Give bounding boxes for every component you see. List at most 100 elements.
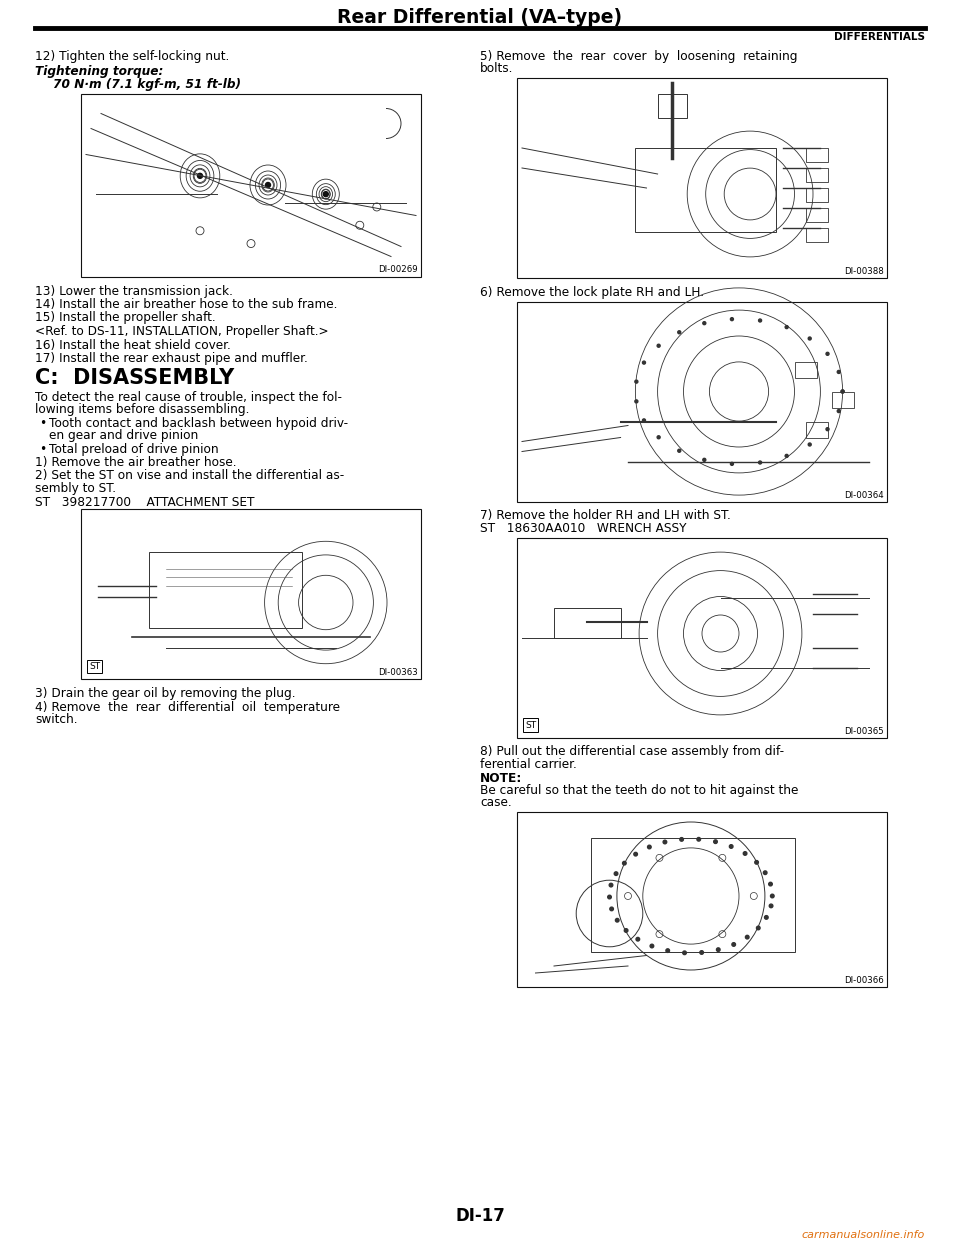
Text: lowing items before disassembling.: lowing items before disassembling.: [35, 402, 250, 416]
Text: DI-00388: DI-00388: [844, 267, 884, 276]
Circle shape: [730, 845, 733, 848]
Bar: [805, 229, 828, 242]
Circle shape: [634, 852, 637, 856]
Circle shape: [624, 929, 628, 933]
Circle shape: [324, 191, 328, 196]
Text: To detect the real cause of trouble, inspect the fol-: To detect the real cause of trouble, ins…: [35, 390, 342, 404]
Text: carmanualsonline.info: carmanualsonline.info: [802, 1230, 925, 1240]
Bar: [517, 78, 887, 278]
Circle shape: [731, 462, 733, 466]
Circle shape: [635, 380, 637, 383]
Bar: [636, 148, 776, 232]
Circle shape: [610, 883, 612, 887]
Text: ferential carrier.: ferential carrier.: [480, 758, 577, 771]
Text: 1) Remove the air breather hose.: 1) Remove the air breather hose.: [35, 456, 236, 469]
Circle shape: [642, 361, 645, 364]
Text: DI-00365: DI-00365: [844, 727, 884, 735]
Text: DI-00363: DI-00363: [378, 668, 418, 677]
Text: Tightening torque:: Tightening torque:: [35, 65, 163, 77]
Bar: [517, 538, 887, 738]
Bar: [517, 302, 887, 502]
Text: •: •: [39, 416, 46, 430]
Circle shape: [716, 948, 720, 951]
Circle shape: [756, 927, 760, 930]
Text: 7) Remove the holder RH and LH with ST.: 7) Remove the holder RH and LH with ST.: [480, 509, 731, 523]
Text: case.: case.: [480, 796, 512, 810]
Text: 8) Pull out the differential case assembly from dif-: 8) Pull out the differential case assemb…: [480, 745, 784, 759]
Bar: [805, 148, 828, 161]
Text: C:  DISASSEMBLY: C: DISASSEMBLY: [35, 369, 234, 389]
Text: sembly to ST.: sembly to ST.: [35, 482, 116, 496]
Circle shape: [678, 330, 681, 334]
Text: DI-00366: DI-00366: [844, 976, 884, 985]
Circle shape: [703, 458, 706, 461]
Circle shape: [758, 461, 761, 465]
Text: bolts.: bolts.: [480, 62, 514, 76]
Text: DIFFERENTIALS: DIFFERENTIALS: [834, 32, 925, 42]
Circle shape: [837, 370, 840, 374]
Circle shape: [808, 337, 811, 340]
Text: 3) Drain the gear oil by removing the plug.: 3) Drain the gear oil by removing the pl…: [35, 687, 296, 700]
Circle shape: [826, 427, 829, 431]
Circle shape: [745, 935, 749, 939]
Circle shape: [635, 400, 637, 402]
Circle shape: [610, 907, 613, 910]
Circle shape: [697, 837, 701, 841]
Circle shape: [713, 840, 717, 843]
Text: switch.: switch.: [35, 713, 78, 727]
Circle shape: [785, 325, 788, 329]
Bar: [658, 94, 687, 118]
Circle shape: [663, 840, 666, 843]
Circle shape: [680, 837, 684, 841]
Circle shape: [769, 882, 772, 886]
Circle shape: [808, 443, 811, 446]
Circle shape: [769, 904, 773, 908]
Text: ST: ST: [525, 720, 536, 729]
Circle shape: [666, 949, 669, 953]
Bar: [795, 361, 817, 378]
Text: 70 N·m (7.1 kgf-m, 51 ft-lb): 70 N·m (7.1 kgf-m, 51 ft-lb): [53, 78, 241, 91]
Circle shape: [755, 861, 758, 864]
Text: DI-00364: DI-00364: [844, 491, 884, 499]
Text: ST: ST: [89, 662, 100, 671]
Circle shape: [636, 938, 639, 941]
Circle shape: [841, 390, 844, 392]
Text: ST   398217700    ATTACHMENT SET: ST 398217700 ATTACHMENT SET: [35, 496, 254, 508]
Bar: [831, 391, 853, 407]
Text: 15) Install the propeller shaft.: 15) Install the propeller shaft.: [35, 312, 216, 324]
Circle shape: [266, 183, 271, 188]
Text: Rear Differential (VA–type): Rear Differential (VA–type): [337, 7, 623, 27]
Circle shape: [648, 846, 651, 848]
Text: NOTE:: NOTE:: [480, 771, 522, 785]
Circle shape: [198, 174, 203, 179]
Text: en gear and drive pinion: en gear and drive pinion: [49, 428, 199, 442]
Text: 13) Lower the transmission jack.: 13) Lower the transmission jack.: [35, 284, 233, 298]
Circle shape: [731, 318, 733, 320]
Text: <Ref. to DS-11, INSTALLATION, Propeller Shaft.>: <Ref. to DS-11, INSTALLATION, Propeller …: [35, 325, 328, 338]
Text: 16) Install the heat shield cover.: 16) Install the heat shield cover.: [35, 339, 230, 351]
Bar: [149, 551, 302, 628]
Bar: [805, 207, 828, 222]
Circle shape: [700, 950, 704, 954]
Circle shape: [615, 918, 619, 922]
Text: 17) Install the rear exhaust pipe and muffler.: 17) Install the rear exhaust pipe and mu…: [35, 351, 308, 365]
Bar: [554, 607, 620, 637]
Text: 12) Tighten the self-locking nut.: 12) Tighten the self-locking nut.: [35, 50, 229, 63]
Circle shape: [841, 390, 844, 392]
Bar: [81, 93, 421, 277]
Text: Total preload of drive pinion: Total preload of drive pinion: [49, 442, 219, 456]
Text: 2) Set the ST on vise and install the differential as-: 2) Set the ST on vise and install the di…: [35, 469, 345, 482]
Text: DI-17: DI-17: [455, 1207, 505, 1225]
Text: Tooth contact and backlash between hypoid driv-: Tooth contact and backlash between hypoi…: [49, 416, 348, 430]
Circle shape: [608, 895, 612, 899]
Text: 4) Remove  the  rear  differential  oil  temperature: 4) Remove the rear differential oil temp…: [35, 700, 340, 713]
Circle shape: [763, 871, 767, 874]
Text: 5) Remove  the  rear  cover  by  loosening  retaining: 5) Remove the rear cover by loosening re…: [480, 50, 798, 63]
Text: ST   18630AA010   WRENCH ASSY: ST 18630AA010 WRENCH ASSY: [480, 522, 686, 535]
Bar: [805, 188, 828, 202]
Circle shape: [826, 353, 829, 355]
Circle shape: [732, 943, 735, 946]
Circle shape: [785, 455, 788, 457]
Circle shape: [703, 322, 706, 324]
Text: DI-00269: DI-00269: [378, 266, 418, 274]
